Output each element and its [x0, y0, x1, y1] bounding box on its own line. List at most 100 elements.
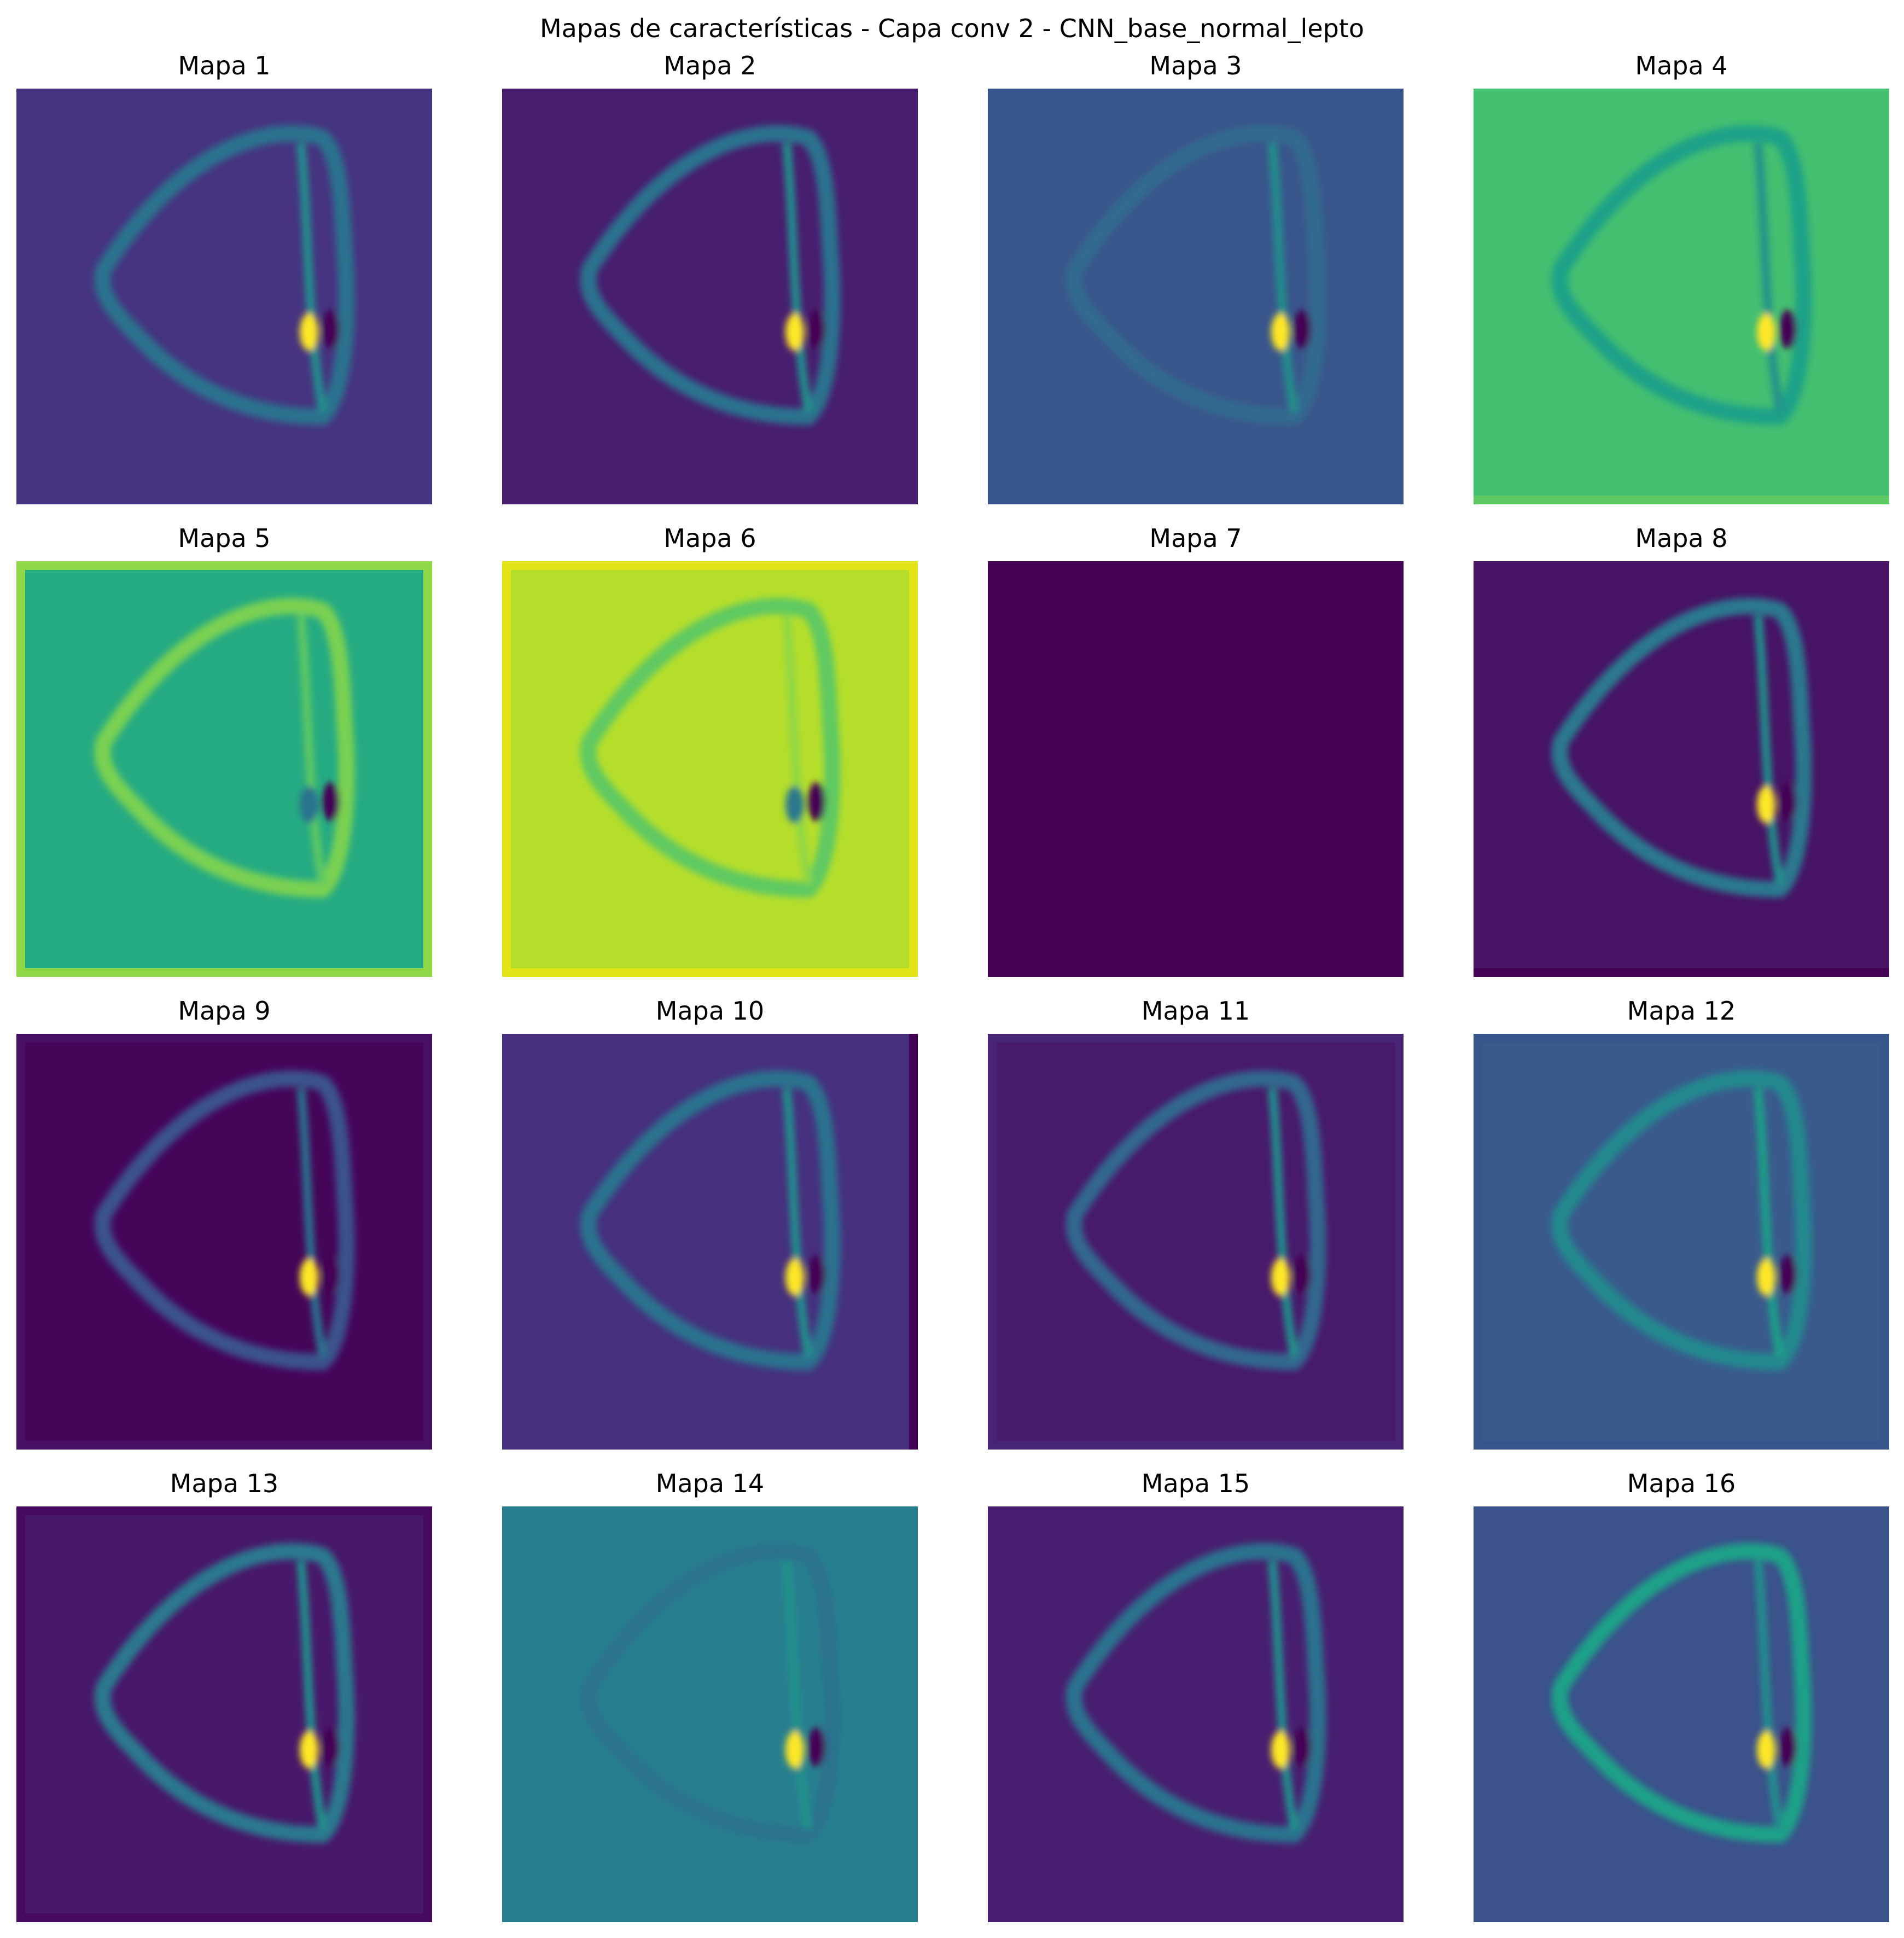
map-edge-band	[16, 561, 25, 977]
panel-title: Mapa 8	[1635, 523, 1728, 553]
activation-inner-edge	[296, 1561, 327, 1830]
low-activation-spot	[1294, 1255, 1311, 1294]
low-activation-spot	[1294, 1727, 1311, 1767]
panel-title: Mapa 14	[655, 1469, 765, 1498]
activation-inner-edge	[1754, 615, 1784, 885]
map-edge-band	[1474, 496, 1889, 504]
panel-title: Mapa 10	[655, 996, 765, 1026]
map-edge-band	[1474, 968, 1889, 977]
feature-map-image	[1474, 561, 1889, 977]
peak-activation-spot	[1271, 786, 1290, 823]
heart-shaped-activation	[580, 1070, 841, 1370]
activation-ring	[1551, 1070, 1812, 1370]
heart-shaped-activation	[94, 1543, 355, 1843]
feature-map-image	[502, 1506, 918, 1922]
feature-map-image	[502, 1034, 918, 1450]
activation-inner-edge	[1754, 1561, 1784, 1830]
activation-inner-edge	[296, 1088, 327, 1358]
feature-map-image	[988, 89, 1404, 504]
peak-activation-spot	[1757, 1259, 1775, 1296]
feature-map-panel	[502, 1506, 918, 1922]
map-edge-band	[423, 561, 432, 977]
activation-inner-edge	[782, 1088, 813, 1358]
peak-activation-spot	[1271, 1259, 1290, 1296]
feature-map-image	[1474, 1034, 1889, 1450]
peak-activation-spot	[300, 786, 318, 823]
activation-ring	[94, 1543, 355, 1843]
heart-shaped-activation	[580, 125, 841, 425]
low-activation-spot	[1779, 782, 1797, 822]
feature-map-image	[502, 561, 918, 977]
panel-title: Mapa 1	[178, 51, 271, 80]
feature-map-panel	[16, 89, 432, 504]
low-activation-spot	[1294, 310, 1311, 349]
activation-ring	[1065, 598, 1326, 898]
activation-ring	[94, 598, 355, 898]
low-activation-spot	[808, 1255, 825, 1294]
feature-map-panel	[1474, 1034, 1889, 1450]
panel-title: Mapa 15	[1141, 1469, 1250, 1498]
peak-activation-spot	[1757, 1731, 1775, 1768]
feature-map-panel	[988, 1034, 1404, 1450]
feature-map-image	[16, 89, 432, 504]
heart-shaped-activation	[580, 598, 841, 898]
activation-ring	[1065, 125, 1326, 425]
panel-title: Mapa 2	[663, 51, 756, 80]
panel-title: Mapa 3	[1149, 51, 1242, 80]
map-edge-band	[502, 561, 918, 570]
heart-shaped-activation	[94, 1070, 355, 1370]
feature-map-panel	[1474, 561, 1889, 977]
activation-ring	[580, 1070, 841, 1370]
panel-title: Mapa 5	[178, 523, 271, 553]
low-activation-spot	[808, 782, 825, 822]
activation-ring	[94, 1070, 355, 1370]
panel-title: Mapa 4	[1635, 51, 1728, 80]
activation-ring	[1551, 598, 1812, 898]
low-activation-spot	[1779, 1255, 1797, 1294]
panel-title: Mapa 13	[170, 1469, 279, 1498]
activation-ring	[1551, 1543, 1812, 1843]
activation-ring	[1065, 1070, 1326, 1370]
heart-shaped-activation	[1065, 598, 1326, 898]
panel-title: Mapa 11	[1141, 996, 1250, 1026]
activation-ring	[1551, 125, 1812, 425]
peak-activation-spot	[300, 1259, 318, 1296]
feature-map-panel	[1474, 89, 1889, 504]
feature-map-panel	[16, 561, 432, 977]
panel-title: Mapa 16	[1627, 1469, 1736, 1498]
panel-title: Mapa 6	[663, 523, 756, 553]
low-activation-spot	[1779, 1727, 1797, 1767]
feature-map-panel	[502, 1034, 918, 1450]
feature-map-panel	[16, 1506, 432, 1922]
activation-inner-edge	[1268, 143, 1299, 412]
heart-shaped-activation	[1551, 1543, 1812, 1843]
map-edge-band	[16, 561, 432, 570]
feature-map-image	[1474, 1506, 1889, 1922]
map-edge-frame	[1474, 1034, 1889, 1450]
feature-map-panel	[988, 89, 1404, 504]
low-activation-spot	[322, 1255, 340, 1294]
low-activation-spot	[808, 1727, 825, 1767]
heart-shaped-activation	[1065, 1070, 1326, 1370]
map-edge-frame	[988, 1034, 1404, 1450]
heart-shaped-activation	[580, 1543, 841, 1843]
activation-inner-edge	[1268, 1561, 1299, 1830]
low-activation-spot	[322, 782, 340, 822]
map-edge-band	[502, 968, 918, 977]
feature-map-panel	[502, 561, 918, 977]
heart-shaped-activation	[1551, 125, 1812, 425]
activation-inner-edge	[296, 615, 327, 885]
low-activation-spot	[1294, 782, 1311, 822]
activation-ring	[580, 1543, 841, 1843]
activation-ring	[580, 125, 841, 425]
peak-activation-spot	[785, 1731, 804, 1768]
activation-ring	[94, 125, 355, 425]
panel-title: Mapa 9	[178, 996, 271, 1026]
map-edge-band	[502, 561, 511, 977]
heart-shaped-activation	[1065, 125, 1326, 425]
map-edge-frame	[16, 1506, 432, 1922]
peak-activation-spot	[785, 1259, 804, 1296]
peak-activation-spot	[785, 786, 804, 823]
feature-map-image	[16, 1034, 432, 1450]
panel-title: Mapa 7	[1149, 523, 1242, 553]
